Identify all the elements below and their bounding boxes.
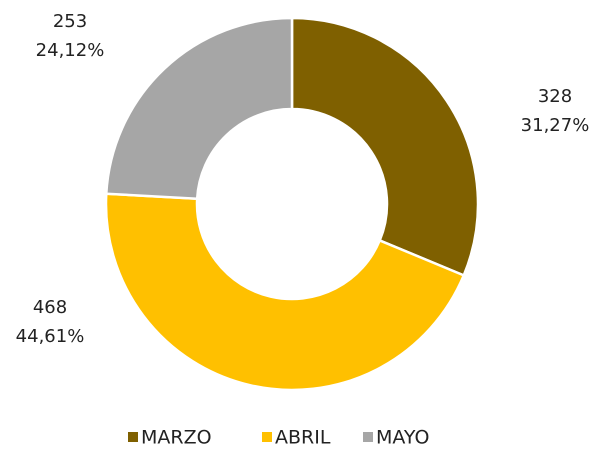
legend-swatch	[262, 432, 272, 442]
donut-slice	[104, 192, 466, 392]
percent-label: 44,61%	[16, 326, 85, 347]
percent-label: 24,12%	[36, 40, 105, 61]
legend-swatch	[128, 432, 138, 442]
legend-label: ABRIL	[275, 427, 331, 449]
donut-slice	[290, 16, 480, 278]
data-label: 253	[53, 11, 87, 32]
legend-label: MARZO	[141, 427, 212, 449]
legend-swatch	[363, 432, 373, 442]
percent-label: 31,27%	[521, 115, 590, 136]
legend-label: MAYO	[376, 427, 429, 449]
data-label: 328	[538, 86, 572, 107]
donut-slice	[104, 16, 294, 201]
data-label: 468	[33, 297, 67, 318]
